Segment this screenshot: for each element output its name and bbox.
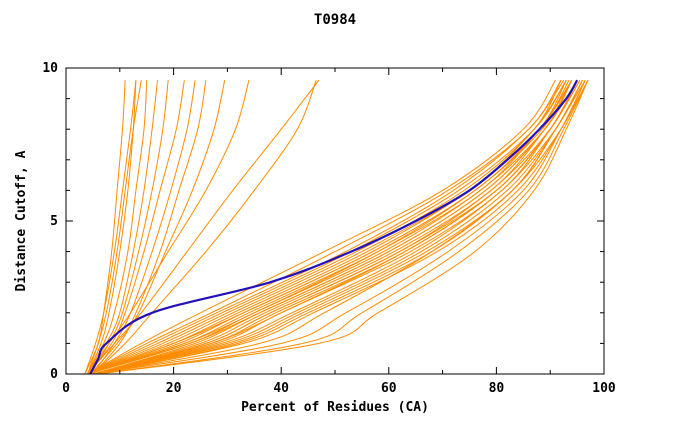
model-curve [87,80,250,375]
plot-border [65,67,605,375]
model-curve [92,80,207,375]
model-curve [87,79,320,375]
model-curve [87,79,557,375]
tick-label: 5 [50,214,58,229]
tick-label: 10 [42,61,58,76]
tick-label: 80 [489,381,505,396]
model-curve [87,80,142,375]
axis-tick-labels: 0 20 40 60 80 100 0 5 10 [42,61,616,396]
model-curves [84,79,589,375]
model-curve [87,79,567,375]
model-curve [87,79,567,375]
tick-label: 40 [273,381,289,396]
model-curve [87,79,573,375]
tick-label: 100 [592,381,616,396]
tick-label: 0 [62,381,70,396]
model-curve [92,79,578,375]
tick-label: 60 [381,381,397,396]
model-curve [92,80,317,375]
model-curve [92,79,586,375]
model-curve [92,79,578,375]
y-axis-label: Distance Cutoff, A [14,150,29,291]
model-curve [87,79,573,375]
axis-ticks [65,67,605,375]
tick-label: 0 [50,367,58,382]
model-curve [89,80,226,375]
model-curve [98,79,589,375]
model-curve [92,79,578,375]
model-curve [92,79,589,375]
model-curve [87,80,148,375]
model-curve [92,79,583,375]
chart-title: T0984 [314,12,356,28]
model-curve [87,79,567,375]
model-curve [98,79,589,375]
model-curve [87,80,185,375]
model-curve [92,79,578,375]
model-curve [92,79,578,375]
highlighted-model-curve [89,79,579,375]
model-curve [92,79,583,375]
model-curve [84,80,137,375]
x-axis-label: Percent of Residues (CA) [241,400,429,415]
tick-label: 20 [166,381,182,396]
model-curve [92,79,581,375]
model-curve [98,79,586,375]
model-curve [87,79,565,375]
